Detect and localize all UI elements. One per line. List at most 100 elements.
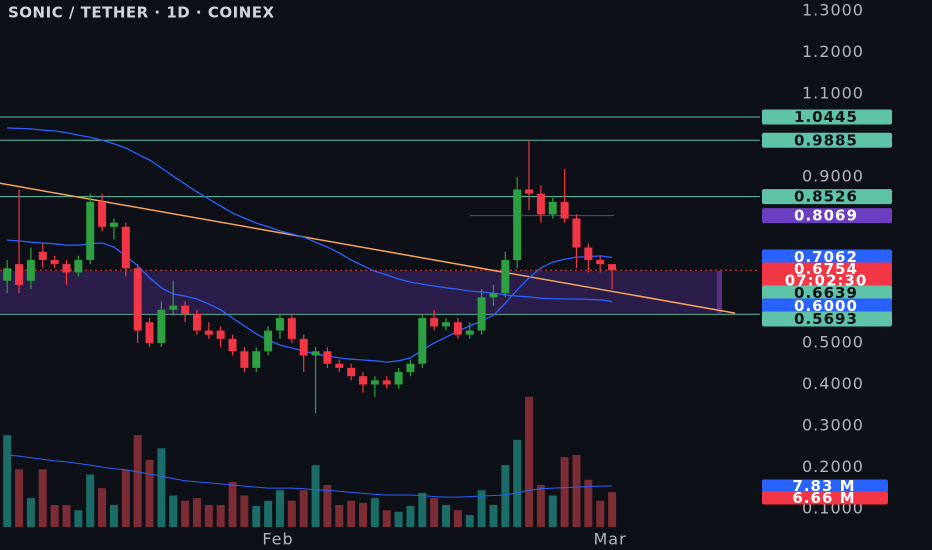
candle-body [525, 189, 534, 194]
x-tick-label: Feb [262, 530, 293, 549]
volume-bar [240, 495, 249, 527]
zone-edge [717, 270, 722, 313]
volume-bar [430, 498, 439, 527]
candle-body [584, 247, 593, 260]
volume-bar [382, 510, 391, 527]
candle-body [323, 351, 332, 364]
candle-body [98, 201, 107, 227]
volume-bar [501, 465, 510, 527]
ma-slow [7, 127, 613, 303]
volume-bar [109, 504, 118, 527]
candle-body [109, 222, 118, 227]
volume-bar [264, 500, 273, 527]
price-tag-label: 0.8526 [794, 188, 858, 206]
countdown: 07:02:30 [785, 272, 868, 290]
trendline [0, 182, 736, 314]
candle-body [192, 313, 201, 331]
volume-bar [489, 504, 498, 527]
price-tag [762, 285, 892, 301]
volume-bar [418, 492, 427, 527]
volume-tag [762, 491, 888, 505]
volume-bar [548, 495, 557, 527]
volume-bar [465, 514, 474, 527]
volume-bar [370, 498, 379, 527]
candle-body [287, 318, 296, 339]
volume-bar [74, 510, 83, 527]
candle-body [596, 260, 605, 265]
volume-bar [275, 490, 284, 527]
candle-body [121, 226, 130, 269]
candle-body [370, 380, 379, 385]
candle-body [382, 380, 391, 385]
volume-bar [477, 490, 486, 527]
price-tag [762, 109, 892, 125]
y-tick-label: 0.2000 [802, 457, 864, 476]
y-tick-label: 1.1000 [802, 84, 864, 103]
candle-body [430, 318, 439, 327]
volume-bar [299, 490, 308, 527]
candle-body [264, 330, 273, 352]
chart-title: SONIC / TETHER · 1D · COINEX [8, 4, 275, 22]
candle-body [275, 318, 284, 331]
candle-body [335, 363, 344, 368]
candle-body [359, 376, 367, 385]
volume-bar [38, 469, 47, 527]
candle-body [74, 260, 83, 273]
volume-bar [121, 469, 130, 527]
volume-bar [216, 504, 225, 527]
volume-bar [323, 485, 332, 527]
candle-body [15, 264, 24, 285]
ma-fast [7, 239, 613, 363]
volume-bar [252, 506, 261, 527]
price-tag [762, 132, 892, 148]
candle-body [133, 268, 142, 331]
price-tag [762, 249, 892, 265]
zone [0, 270, 722, 313]
candle-body [216, 330, 225, 339]
price-tag [762, 208, 892, 224]
volume-bar [157, 448, 166, 527]
price-tag [762, 262, 892, 288]
volume-bar [335, 504, 344, 527]
volume-bar [192, 498, 201, 527]
volume-bar [608, 492, 617, 527]
candle-body [548, 201, 557, 215]
candle-body [394, 372, 403, 385]
volume-bar [596, 500, 605, 527]
candle-body [157, 309, 166, 343]
volume-bar [62, 504, 71, 527]
candle-body [252, 351, 261, 368]
volume-bar [572, 455, 581, 527]
volume-bar [181, 500, 190, 527]
price-tag-label: 0.6754 [794, 260, 858, 278]
price-tag [762, 311, 892, 327]
volume-bar [98, 488, 107, 527]
candle-body [442, 322, 451, 327]
y-tick-label: 0.4000 [802, 374, 864, 393]
candle-body [145, 322, 154, 343]
candle-body [347, 367, 356, 377]
volume-bar [287, 500, 296, 527]
candle-body [465, 330, 474, 335]
price-tag-label: 0.6639 [794, 284, 858, 302]
candle-body [38, 251, 47, 260]
volume-bar [453, 510, 462, 527]
volume-bar [169, 495, 178, 527]
candle-body [453, 322, 462, 335]
volume-bar [406, 506, 415, 527]
volume-bar [26, 498, 35, 527]
volume-bar [394, 511, 403, 527]
volume-bar [584, 479, 593, 527]
volume-bar [525, 396, 534, 527]
volume-tag [762, 479, 888, 493]
candle-body [536, 193, 545, 215]
candle-body [86, 201, 95, 260]
volume-bar [228, 481, 237, 527]
volume-tag-label: 6.66 M [792, 489, 855, 507]
volume-bar [3, 435, 12, 527]
volume-bar [15, 469, 24, 527]
volume-bar [536, 485, 545, 527]
volume-bar [50, 504, 59, 527]
